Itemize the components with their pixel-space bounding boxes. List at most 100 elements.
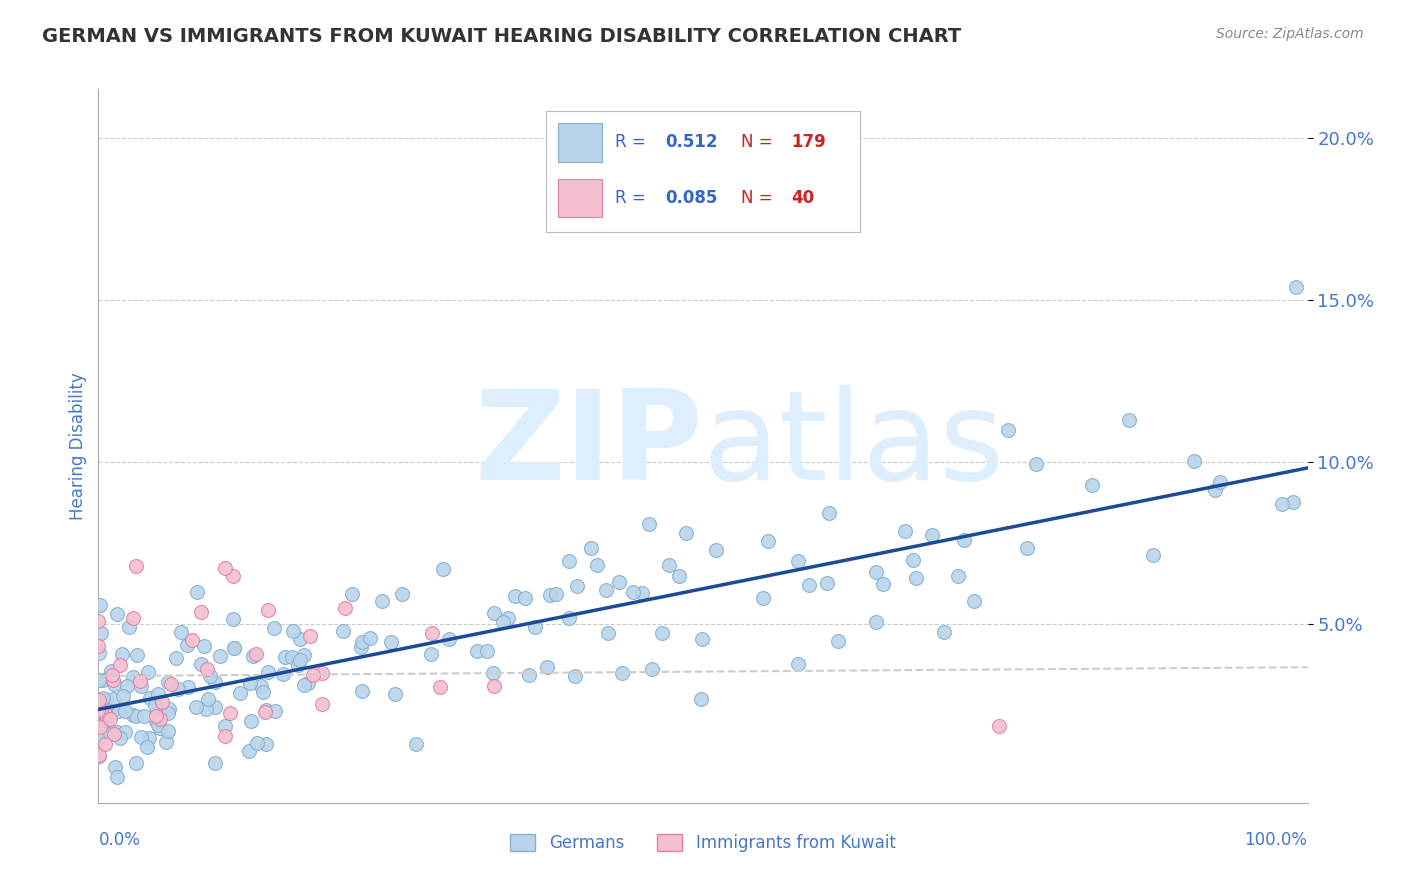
Point [630, 586, 652, 600]
Point [87, 646, 110, 660]
Point [156, 724, 179, 739]
Point [274, 649, 297, 664]
Point [94, 737, 117, 751]
Point [298, 629, 321, 643]
Point [96, 703, 118, 717]
Point [145, 708, 167, 723]
Point [692, 632, 714, 647]
Point [872, 576, 894, 591]
Point [155, 734, 177, 748]
Point [987, 719, 1010, 733]
Point [1081, 478, 1104, 492]
Point [105, 607, 128, 621]
Point [640, 662, 662, 676]
Point [815, 575, 838, 590]
Point [607, 575, 630, 590]
Point [675, 526, 697, 541]
Point [690, 691, 713, 706]
Point [865, 566, 887, 580]
Point [222, 641, 245, 656]
Point [567, 579, 589, 593]
Point [135, 739, 157, 754]
Point [245, 648, 267, 662]
Point [517, 667, 540, 681]
Point [87, 746, 110, 760]
Point [87, 639, 110, 653]
Point [90, 723, 112, 738]
Point [238, 744, 260, 758]
Point [104, 760, 127, 774]
Point [350, 640, 373, 655]
Point [150, 695, 173, 709]
Point [122, 708, 145, 723]
Point [159, 677, 181, 691]
Point [1118, 413, 1140, 427]
Point [214, 719, 236, 733]
Point [198, 669, 221, 683]
Point [420, 626, 443, 640]
Point [105, 724, 128, 739]
Point [946, 569, 969, 583]
Point [437, 632, 460, 646]
Point [224, 641, 246, 656]
Point [91, 690, 114, 705]
Point [118, 620, 141, 634]
Point [90, 626, 112, 640]
Point [197, 692, 219, 706]
Point [239, 675, 262, 690]
Point [1285, 279, 1308, 293]
Point [704, 543, 727, 558]
Point [115, 679, 138, 693]
Point [384, 687, 406, 701]
Point [148, 687, 170, 701]
Point [101, 668, 124, 682]
Point [157, 706, 180, 720]
Point [465, 644, 488, 658]
Point [311, 666, 333, 681]
Text: atlas: atlas [703, 385, 1005, 507]
Text: 0.0%: 0.0% [98, 831, 141, 849]
Point [787, 553, 810, 567]
Point [254, 703, 277, 717]
Point [90, 704, 112, 718]
Point [558, 611, 581, 625]
Point [558, 554, 581, 568]
Point [340, 587, 363, 601]
Point [129, 680, 152, 694]
Point [114, 724, 136, 739]
Point [492, 615, 515, 629]
Point [751, 591, 773, 605]
Point [523, 620, 546, 634]
Point [193, 639, 215, 653]
Point [242, 649, 264, 664]
Point [87, 692, 110, 706]
Point [963, 593, 986, 607]
Point [281, 624, 304, 638]
Point [139, 691, 162, 706]
Point [934, 624, 956, 639]
Point [100, 664, 122, 678]
Point [240, 714, 263, 729]
Point [271, 667, 294, 681]
Point [100, 704, 122, 718]
Point [1204, 483, 1226, 497]
Point [190, 657, 212, 672]
Point [87, 703, 110, 717]
Point [257, 665, 280, 679]
Point [204, 756, 226, 771]
Point [758, 533, 780, 548]
Point [149, 713, 172, 727]
Point [668, 568, 690, 582]
Point [252, 685, 274, 699]
Point [586, 558, 609, 572]
Point [125, 648, 148, 662]
Point [176, 638, 198, 652]
Point [1017, 541, 1039, 555]
Y-axis label: Hearing Disability: Hearing Disability [69, 372, 87, 520]
Point [186, 700, 208, 714]
Point [143, 698, 166, 713]
Point [865, 615, 887, 629]
Point [122, 670, 145, 684]
Point [333, 601, 356, 615]
Point [186, 585, 208, 599]
